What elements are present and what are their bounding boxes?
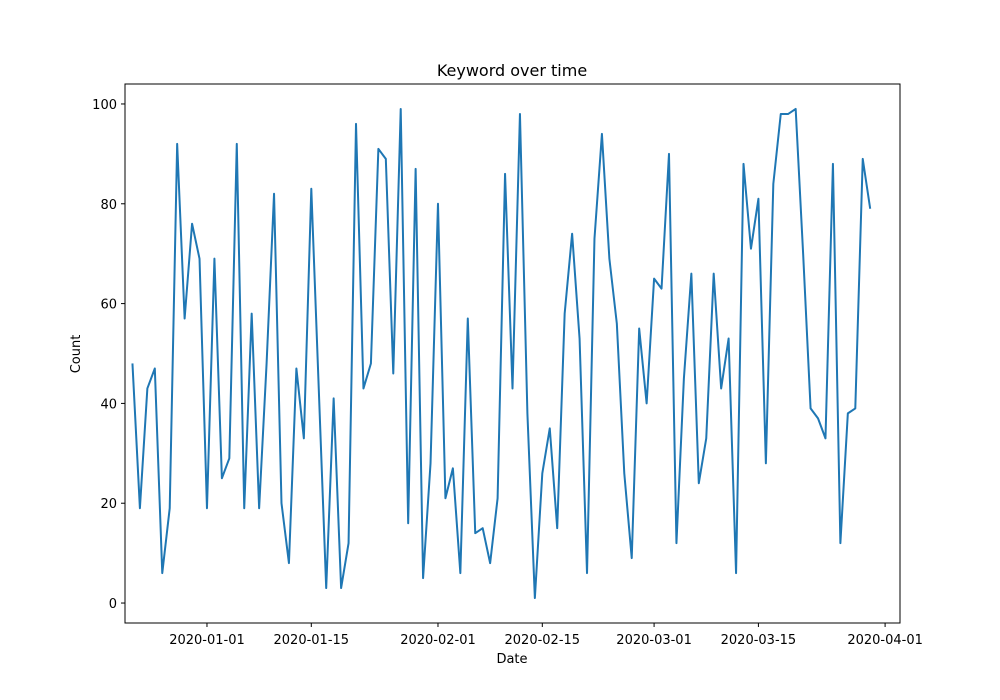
y-tick-label: 40 xyxy=(100,397,117,412)
x-tick-label: 2020-03-15 xyxy=(721,633,797,648)
plot-frame xyxy=(124,83,901,624)
x-tick-label: 2020-01-01 xyxy=(169,633,245,648)
chart-title: Keyword over time xyxy=(437,61,587,80)
y-tick-label: 20 xyxy=(100,497,117,512)
x-tick-label: 2020-01-15 xyxy=(274,633,350,648)
x-tick-label: 2020-03-01 xyxy=(616,633,692,648)
x-axis-label: Date xyxy=(496,652,527,667)
series-line xyxy=(131,107,872,600)
y-tick-label: 60 xyxy=(100,298,117,313)
x-tick-label: 2020-04-01 xyxy=(847,633,923,648)
y-tick-label: 80 xyxy=(100,198,117,213)
x-axis: 2020-01-01 2020-01-15 2020-02-01 2020-02-15… xyxy=(169,623,923,648)
y-tick-label: 0 xyxy=(109,597,117,612)
y-tick-label: 100 xyxy=(92,98,117,113)
x-tick-label: 2020-02-01 xyxy=(400,633,476,648)
y-axis: 0 20 40 60 80 100 xyxy=(92,98,125,612)
x-tick-label: 2020-02-15 xyxy=(505,633,581,648)
y-axis-label: Count xyxy=(69,335,84,374)
